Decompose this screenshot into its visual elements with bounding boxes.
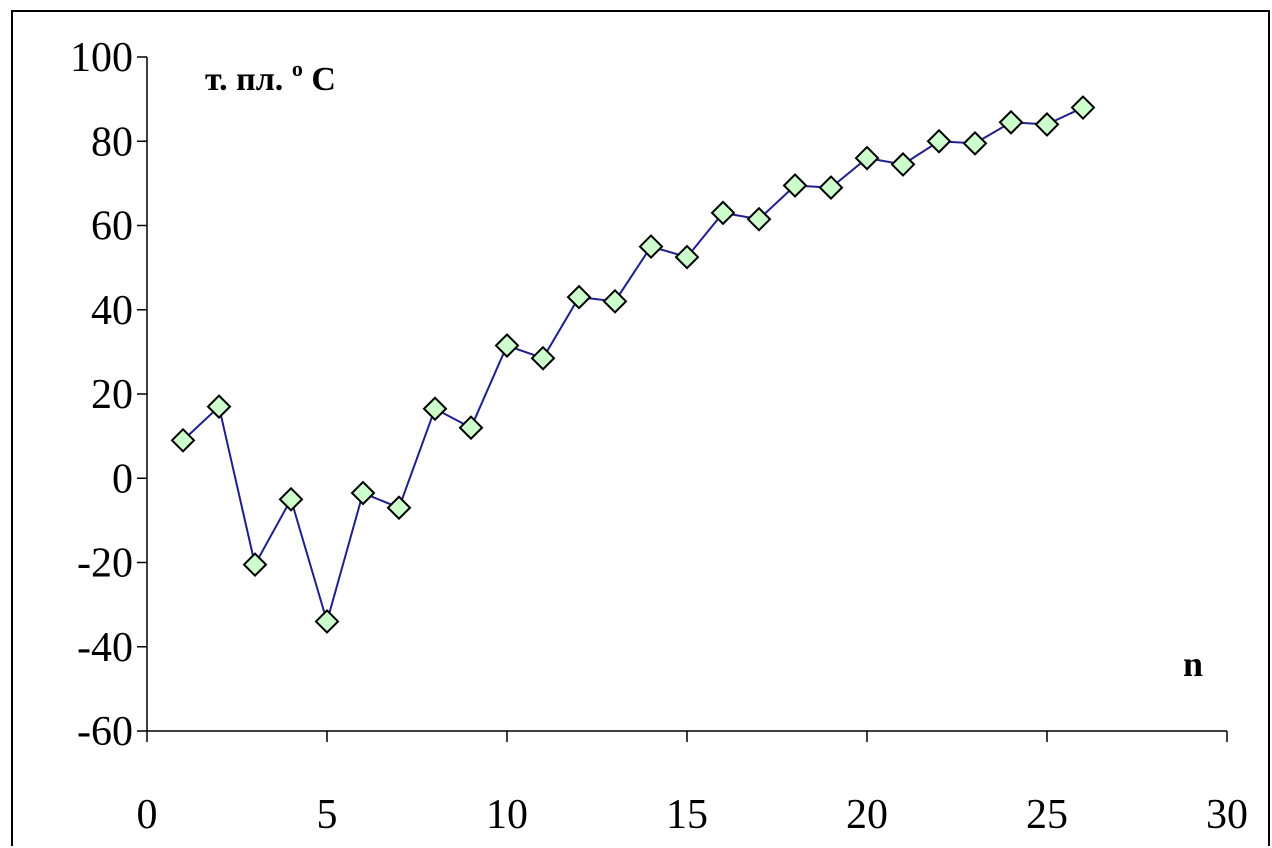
x-axis-label: n — [1183, 644, 1203, 684]
data-point-marker — [494, 333, 520, 358]
x-tick-label: 10 — [486, 792, 528, 838]
data-point-marker — [242, 552, 268, 578]
y-tick-label: -20 — [77, 541, 133, 587]
x-tick-label: 15 — [666, 792, 708, 838]
x-tick-label: 20 — [846, 792, 888, 838]
axes — [146, 57, 1227, 732]
y-tick-label: 80 — [91, 119, 133, 165]
data-point-marker — [818, 175, 844, 201]
data-point-marker — [458, 415, 484, 441]
data-point-marker — [782, 173, 808, 198]
series-polyline — [182, 106, 1084, 626]
y-tick-label: -60 — [77, 709, 133, 755]
x-tick-label: 0 — [137, 792, 158, 838]
y-tick-label: 20 — [91, 372, 133, 418]
data-point-marker — [530, 345, 556, 371]
data-point-marker — [962, 130, 988, 156]
data-point-marker — [1034, 111, 1060, 137]
y-axis-label: т. пл. o C — [205, 47, 336, 98]
data-point-marker — [314, 609, 340, 634]
data-point-marker — [350, 480, 376, 506]
y-tick-label: 0 — [112, 456, 133, 502]
data-point-marker — [710, 200, 736, 226]
data-point-marker — [386, 495, 412, 521]
data-point-marker — [746, 206, 772, 232]
y-tick-label: 60 — [91, 204, 133, 250]
series-points — [170, 95, 1096, 634]
data-point-marker — [1070, 95, 1096, 120]
data-point-marker — [206, 394, 232, 420]
data-point-marker — [638, 234, 664, 259]
y-tick-label: 100 — [70, 35, 133, 81]
data-point-marker — [674, 244, 700, 270]
y-tick-label: -40 — [77, 625, 133, 671]
data-point-marker — [998, 109, 1024, 135]
chart-frame — [11, 10, 1270, 846]
data-point-marker — [170, 427, 196, 453]
y-ticks: 100 80 60 40 20 0 -20 -40 -60 — [70, 35, 147, 755]
x-tick-label: 25 — [1026, 792, 1068, 838]
x-tick-label: 5 — [317, 792, 338, 838]
data-point-marker — [278, 486, 304, 512]
x-tick-label: 30 — [1206, 792, 1248, 838]
series-line — [182, 106, 1084, 626]
y-tick-label: 40 — [91, 288, 133, 334]
data-point-marker — [602, 288, 628, 314]
x-ticks: 0 5 10 15 20 25 30 — [137, 731, 1248, 838]
data-point-marker — [926, 128, 952, 154]
data-point-marker — [566, 284, 592, 310]
data-point-marker — [854, 145, 880, 171]
data-point-marker — [890, 152, 916, 177]
data-point-marker — [422, 396, 448, 422]
